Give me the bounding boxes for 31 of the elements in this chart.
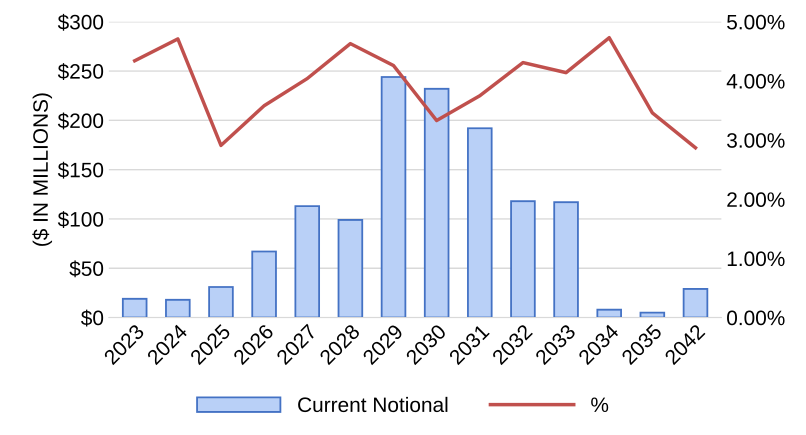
- y-tick-label: $250: [58, 63, 104, 80]
- bar: [122, 298, 148, 318]
- y-axis-title: ($ IN MILLIONS): [32, 93, 52, 246]
- y-tick-label: $0: [81, 310, 104, 327]
- bar: [165, 298, 191, 318]
- y2-tick-label: 4.00%: [726, 74, 785, 89]
- legend-label: Current Notional: [298, 396, 448, 412]
- bar: [682, 288, 708, 318]
- bar: [510, 200, 536, 318]
- y-tick-label: $150: [58, 162, 104, 179]
- line-series: [132, 36, 698, 150]
- bar: [596, 308, 622, 318]
- bar: [251, 250, 277, 318]
- y-tick-label: $200: [58, 112, 104, 130]
- y2-tick-label: 2.00%: [727, 192, 785, 207]
- bar: [294, 205, 320, 318]
- y2-tick-label: 3.00%: [727, 133, 785, 148]
- y2-tick-label: 1.00%: [728, 251, 785, 266]
- bar: [338, 219, 364, 318]
- bar: [208, 286, 234, 318]
- y-tick-label: $300: [58, 14, 104, 31]
- y2-tick-label: 0.00%: [727, 310, 785, 326]
- y-tick-label: $100: [58, 211, 104, 228]
- bar: [553, 201, 579, 318]
- bar: [640, 312, 666, 318]
- y2-tick-label: 5.00%: [727, 14, 785, 30]
- bar: [424, 88, 450, 318]
- legend-label: %: [591, 397, 608, 412]
- bar: [380, 76, 406, 318]
- y-tick-label: $50: [69, 260, 104, 278]
- bar: [467, 127, 493, 318]
